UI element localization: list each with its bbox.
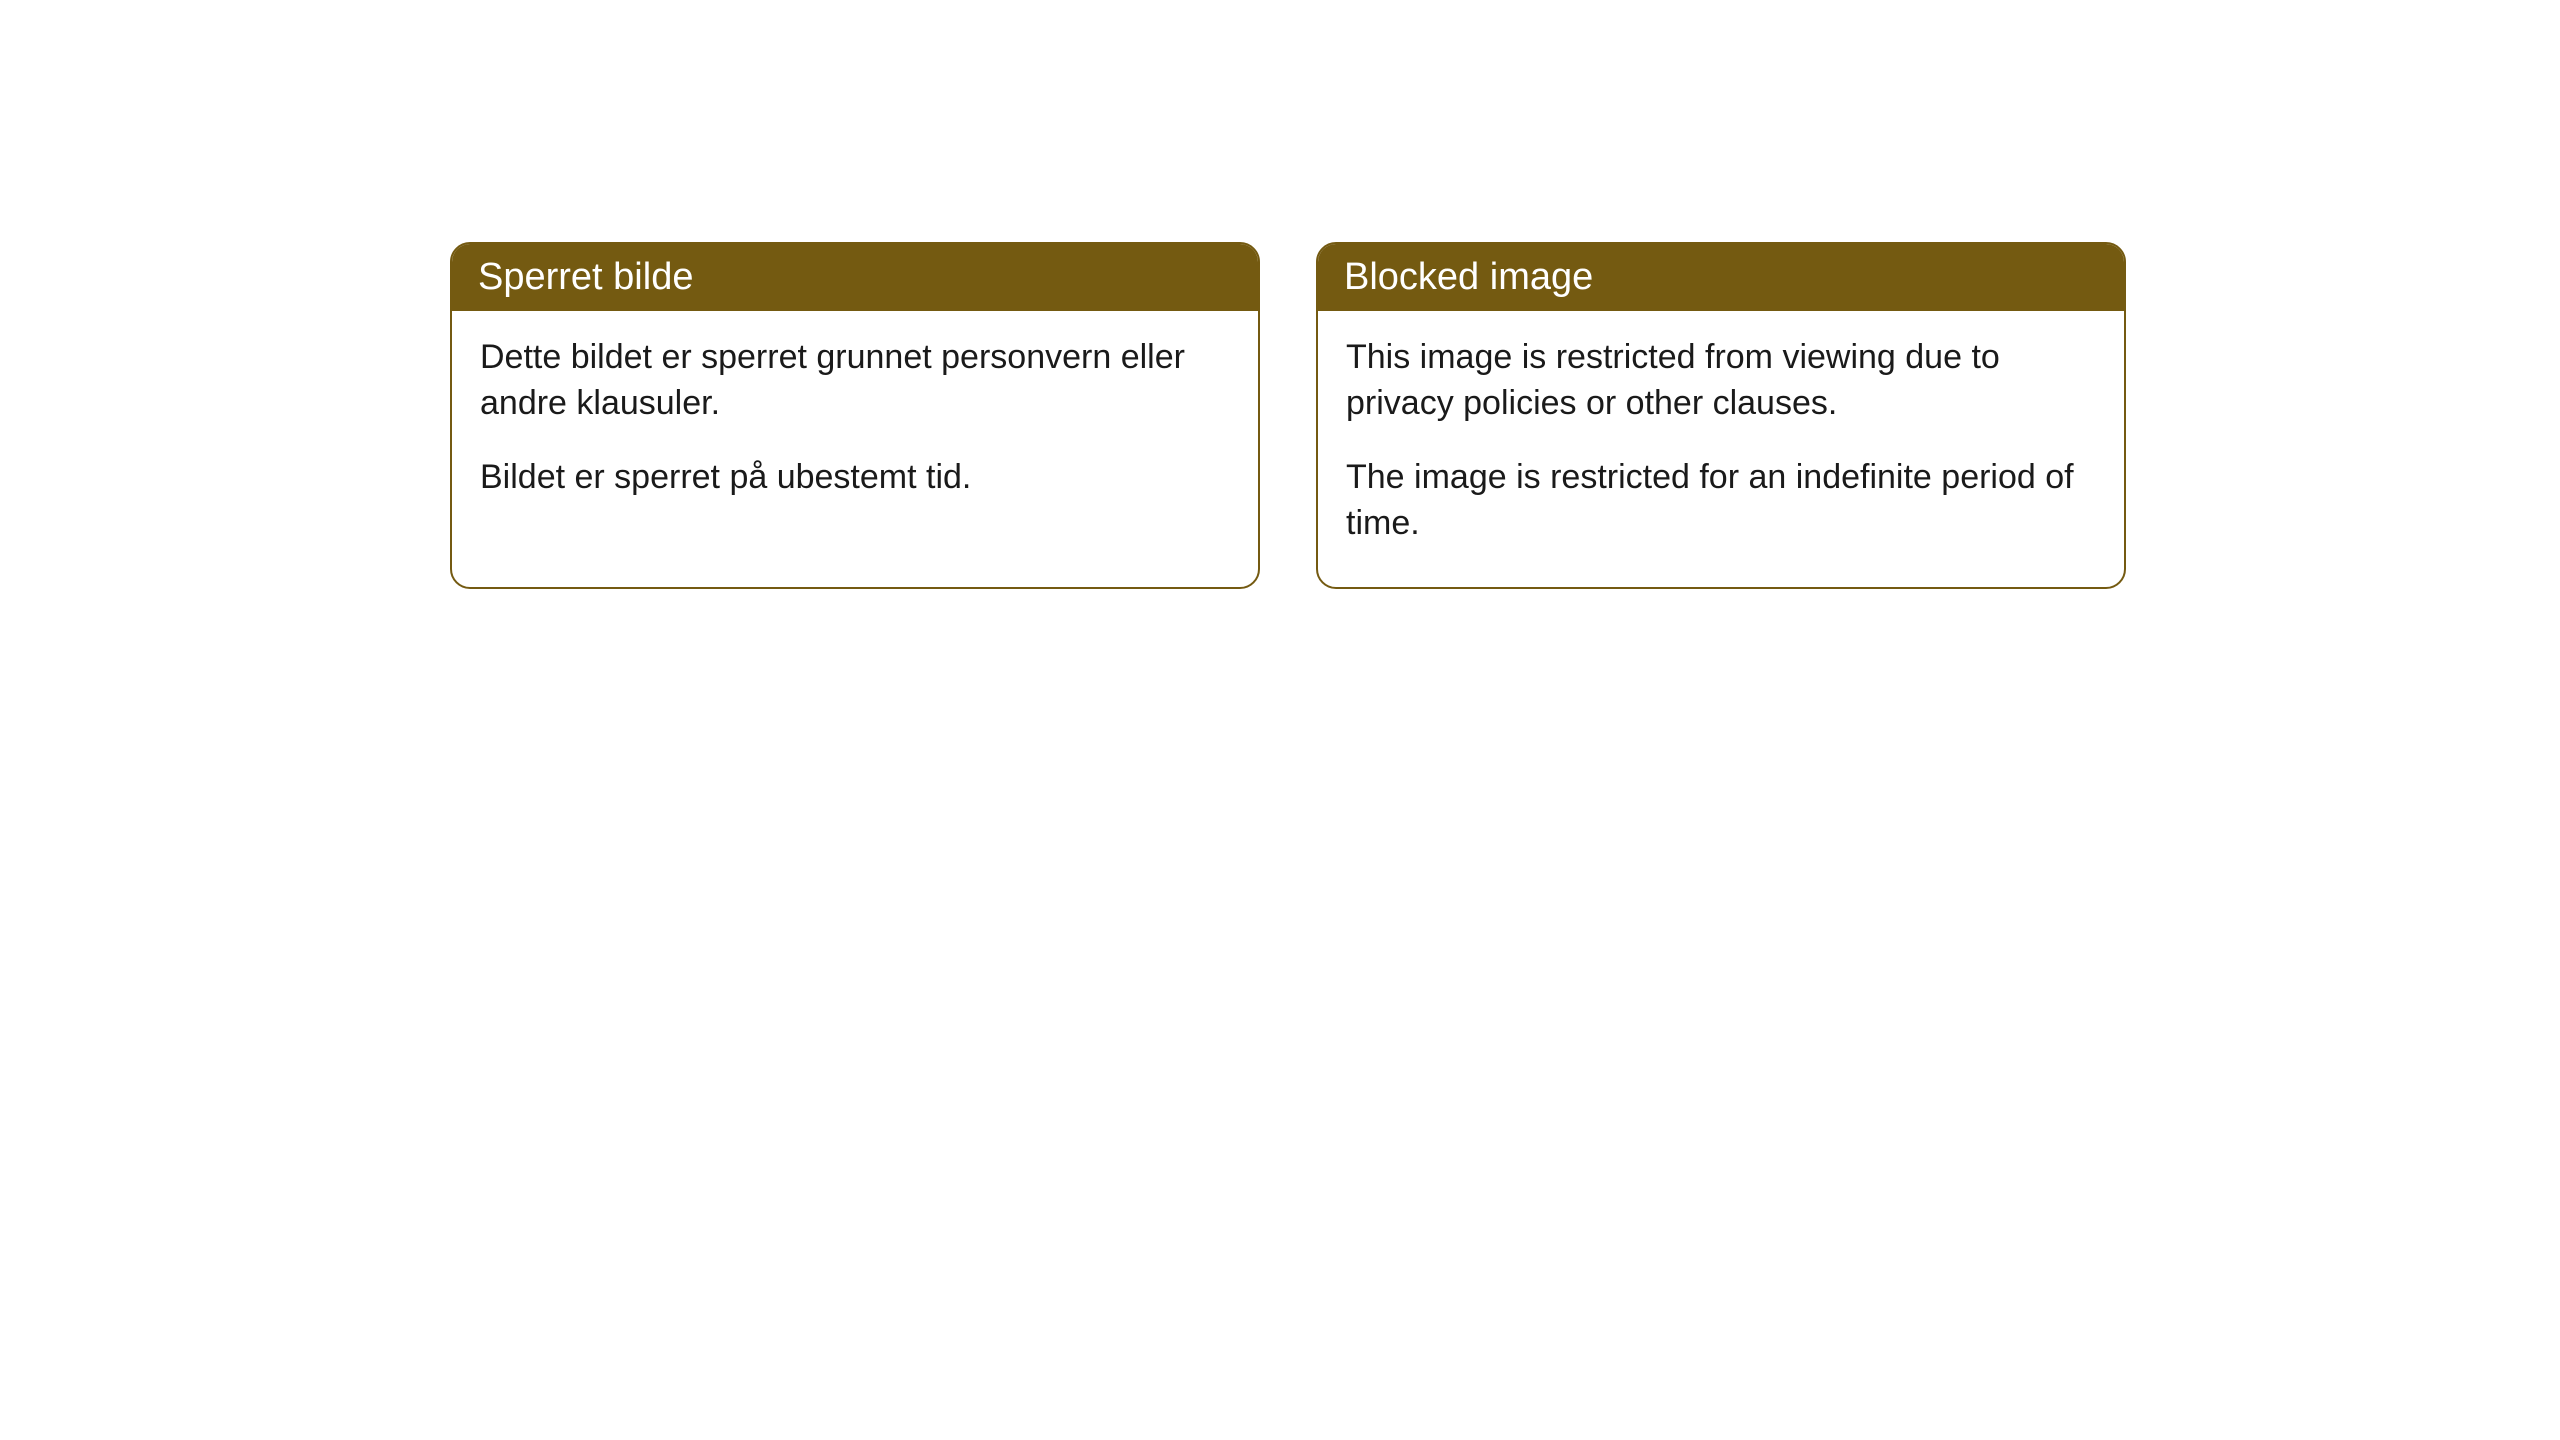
notice-paragraph: Bildet er sperret på ubestemt tid. (480, 455, 1230, 501)
notice-title: Sperret bilde (478, 256, 693, 298)
notice-paragraph: This image is restricted from viewing du… (1346, 335, 2096, 427)
notice-body-norwegian: Dette bildet er sperret grunnet personve… (452, 311, 1258, 541)
notice-paragraph: The image is restricted for an indefinit… (1346, 455, 2096, 547)
notice-card-norwegian: Sperret bilde Dette bildet er sperret gr… (450, 242, 1260, 589)
notice-title: Blocked image (1344, 256, 1593, 298)
notice-header-english: Blocked image (1318, 244, 2124, 311)
notice-header-norwegian: Sperret bilde (452, 244, 1258, 311)
notice-card-english: Blocked image This image is restricted f… (1316, 242, 2126, 589)
notice-body-english: This image is restricted from viewing du… (1318, 311, 2124, 587)
notice-paragraph: Dette bildet er sperret grunnet personve… (480, 335, 1230, 427)
notice-container: Sperret bilde Dette bildet er sperret gr… (0, 0, 2560, 589)
